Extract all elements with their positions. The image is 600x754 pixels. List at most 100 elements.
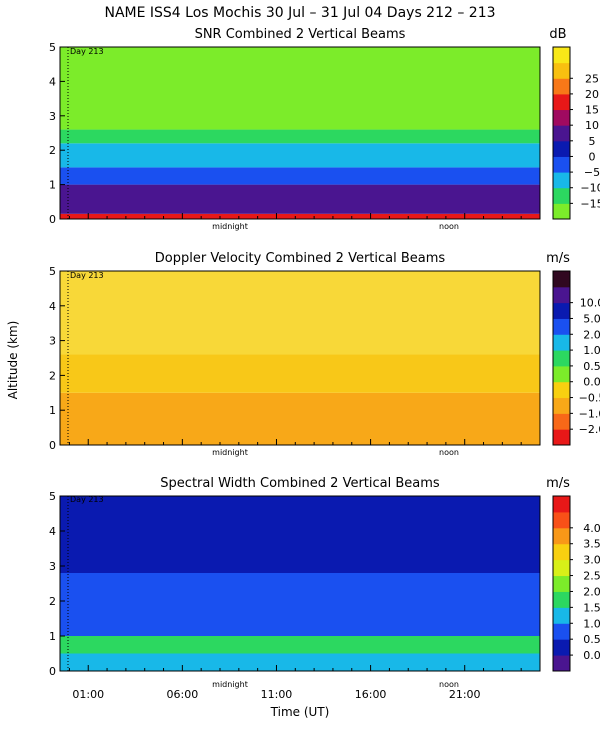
heatmap-band	[60, 636, 540, 654]
y-tick-label: 2	[49, 369, 56, 382]
spectral-width-panel: Spectral Width Combined 2 Vertical Beams…	[49, 476, 600, 689]
colorbar-tick-label: −10	[580, 182, 600, 195]
y-tick-label: 2	[49, 144, 56, 157]
colorbar-segment	[553, 78, 570, 95]
y-tick-label: 2	[49, 595, 56, 608]
colorbar-segment	[553, 172, 570, 189]
doppler-colorbar: −2.0 −1.0 −0.5 0.0 0.5 1.0 2.0 5.0 10.0	[552, 270, 600, 446]
colorbar-segment	[553, 429, 570, 446]
plot-frame	[59, 46, 541, 220]
doppler-panel-title: Doppler Velocity Combined 2 Vertical Bea…	[155, 251, 446, 266]
colorbar-segment	[553, 623, 570, 640]
doppler-heatmap	[59, 270, 541, 446]
colorbar-segment	[553, 286, 570, 304]
colorbar-segment	[553, 496, 570, 513]
colorbar-tick-label: 25	[585, 72, 599, 85]
y-tick-label: 4	[49, 300, 56, 313]
heatmap-band	[60, 573, 540, 636]
doppler-midnight-label: midnight	[212, 448, 248, 457]
colorbar-segment	[553, 109, 570, 126]
colorbar-segment	[553, 543, 570, 561]
heatmap-band	[60, 167, 540, 185]
y-tick-label: 1	[49, 179, 56, 192]
spectral-width-midnight-label: midnight	[212, 680, 248, 689]
y-tick-label: 5	[49, 265, 56, 278]
colorbar-tick-label: 0.5	[583, 633, 600, 646]
colorbar-tick-label: −5	[584, 166, 600, 179]
colorbar-segment	[553, 93, 570, 111]
spectral-width-day-label: Day 213	[70, 495, 104, 504]
colorbar-segment	[553, 156, 570, 173]
colorbar-segment	[553, 334, 570, 351]
colorbar-segment	[553, 575, 570, 592]
colorbar-segment	[553, 655, 570, 672]
snr-noon-label: noon	[439, 222, 459, 231]
colorbar-segment	[553, 559, 570, 577]
colorbar-segment	[553, 607, 570, 624]
colorbar-tick-label: 3.0	[583, 554, 600, 567]
doppler-panel: Doppler Velocity Combined 2 Vertical Bea…	[49, 251, 600, 457]
colorbar-frame	[552, 270, 571, 446]
y-tick-label: 3	[49, 335, 56, 348]
spectral-width-x-ticks	[68, 665, 522, 671]
plot-frame	[59, 270, 541, 446]
y-tick-label: 5	[49, 490, 56, 503]
colorbar-segment	[553, 350, 570, 367]
colorbar-tick-label: −2.0	[579, 423, 600, 436]
heatmap-band	[60, 354, 540, 393]
colorbar-segment	[553, 62, 570, 79]
x-tick-label: 06:00	[167, 688, 199, 701]
x-axis-label: Time (UT)	[270, 705, 330, 719]
colorbar-frame	[552, 495, 571, 672]
heatmap-band	[60, 47, 540, 130]
colorbar-segment	[553, 302, 570, 319]
figure-title: NAME ISS4 Los Mochis 30 Jul – 31 Jul 04 …	[104, 5, 495, 21]
x-tick-label: 11:00	[261, 688, 293, 701]
spectral-width-y-ticks: 0 1 2 3 4 5	[49, 490, 65, 678]
colorbar-segment	[553, 511, 570, 529]
x-tick-label: 01:00	[72, 688, 104, 701]
snr-units-label: dB	[549, 27, 566, 42]
colorbar-tick-label: 5.0	[583, 312, 600, 325]
snr-day-label: Day 213	[70, 47, 104, 56]
colorbar-tick-label: 0	[589, 150, 596, 163]
colorbar-segment	[553, 140, 570, 157]
heatmap-band	[60, 184, 540, 214]
snr-panel: SNR Combined 2 Vertical Beams dB 012345 …	[49, 27, 600, 231]
doppler-x-ticks	[68, 439, 522, 445]
spectral-width-colorbar: 0.0 0.5 1.0 1.5 2.0 2.5 3.0 3.5 4.0	[552, 495, 600, 672]
colorbar-tick-label: 5	[589, 135, 596, 148]
colorbar-tick-label: 1.0	[583, 344, 600, 357]
spectral-width-noon-label: noon	[439, 680, 459, 689]
colorbar-segment	[553, 397, 570, 414]
heatmap-band	[60, 143, 540, 168]
colorbar-segment	[553, 47, 570, 64]
colorbar-frame	[552, 46, 571, 220]
colorbar-segment	[553, 527, 570, 545]
snr-y-ticks: 0 1 2 3 4 5	[49, 41, 65, 226]
y-tick-label: 1	[49, 630, 56, 643]
y-tick-label: 3	[49, 110, 56, 123]
heatmap-band	[60, 271, 540, 355]
colorbar-segment	[553, 203, 570, 220]
colorbar-tick-label: 1.5	[583, 601, 600, 614]
colorbar-tick-label: 10.0	[580, 297, 600, 310]
y-tick-label: 0	[49, 439, 56, 452]
colorbar-tick-label: 1.0	[583, 617, 600, 630]
x-tick-label: 21:00	[449, 688, 481, 701]
heatmap-band	[60, 129, 540, 144]
colorbar-tick-label: −0.5	[579, 392, 600, 405]
spectral-width-units-label: m/s	[546, 476, 570, 491]
colorbar-segment	[553, 271, 570, 288]
colorbar-tick-label: 4.0	[583, 522, 600, 535]
snr-midnight-label: midnight	[212, 222, 248, 231]
y-tick-label: 1	[49, 404, 56, 417]
doppler-y-ticks: 0 1 2 3 4 5	[49, 265, 65, 452]
heatmap-band	[60, 392, 540, 445]
snr-x-ticks	[68, 213, 522, 219]
y-tick-label: 4	[49, 75, 56, 88]
colorbar-tick-label: 2.0	[583, 585, 600, 598]
y-tick-label: 5	[49, 41, 56, 54]
colorbar-segment	[553, 125, 570, 142]
